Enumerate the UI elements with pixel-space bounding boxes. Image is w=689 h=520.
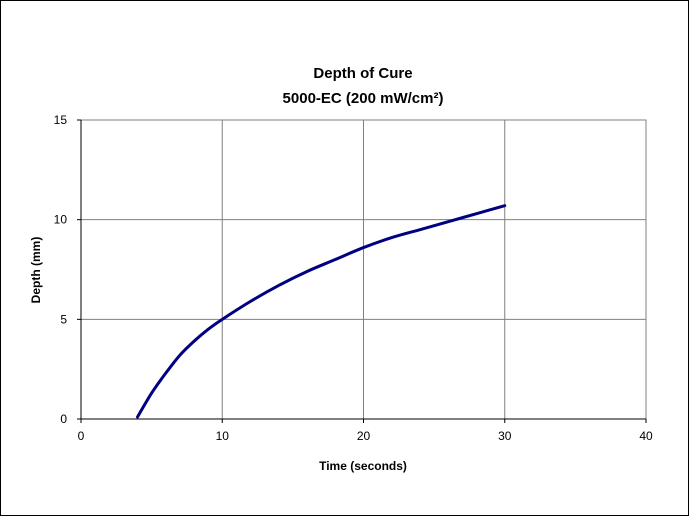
depth-series-line xyxy=(136,204,507,419)
chart-subtitle: 5000-EC (200 mW/cm²) xyxy=(283,90,444,107)
x-axis-label: Time (seconds) xyxy=(319,459,407,473)
x-tick-label: 30 xyxy=(498,429,512,443)
series-group xyxy=(136,204,507,419)
x-tick-label: 0 xyxy=(78,429,85,443)
chart-title: Depth of Cure xyxy=(313,65,412,82)
y-tick-label: 5 xyxy=(60,312,67,326)
tick-labels: 0 10 20 30 40 0 5 10 15 xyxy=(54,113,653,443)
x-tick-label: 20 xyxy=(357,429,371,443)
x-tick-label: 40 xyxy=(639,429,653,443)
y-tick-label: 10 xyxy=(54,213,68,227)
y-axis-label: Depth (mm) xyxy=(29,237,43,304)
y-tick-label: 0 xyxy=(60,412,67,426)
x-tick-label: 10 xyxy=(216,429,230,443)
y-tick-label: 15 xyxy=(54,113,68,127)
